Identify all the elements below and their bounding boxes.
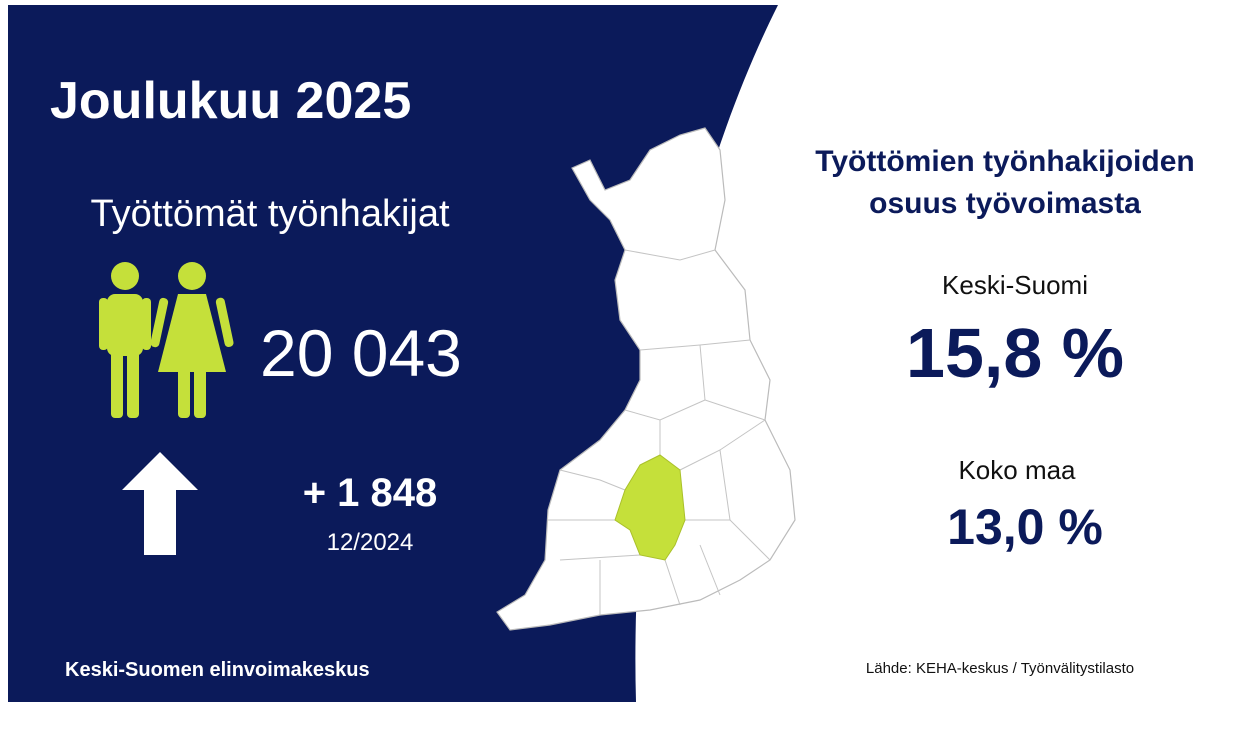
map-outline xyxy=(496,127,796,631)
region-borders xyxy=(548,249,771,615)
national-value: 13,0 % xyxy=(947,499,1103,555)
source: Lähde: KEHA-keskus / Työnvälitystilasto xyxy=(866,660,1134,677)
keski-suomi-region xyxy=(614,454,686,561)
organization: Keski-Suomen elinvoimakeskus xyxy=(65,659,370,681)
change-period: 12/2024 xyxy=(327,529,414,556)
national-label: Koko maa xyxy=(958,455,1076,485)
count: 20 043 xyxy=(260,316,462,390)
finland-map xyxy=(496,127,796,631)
people-icon xyxy=(99,262,234,418)
share-heading: Työttömien työnhakijoiden xyxy=(815,145,1194,178)
title: Joulukuu 2025 xyxy=(50,72,411,130)
subtitle: Työttömät työnhakijat xyxy=(90,193,450,235)
up-arrow xyxy=(122,452,198,555)
region-value: 15,8 % xyxy=(906,314,1124,392)
change: + 1 848 xyxy=(303,471,438,515)
share-heading: osuus työvoimasta xyxy=(869,187,1141,220)
region-label: Keski-Suomi xyxy=(942,270,1088,300)
